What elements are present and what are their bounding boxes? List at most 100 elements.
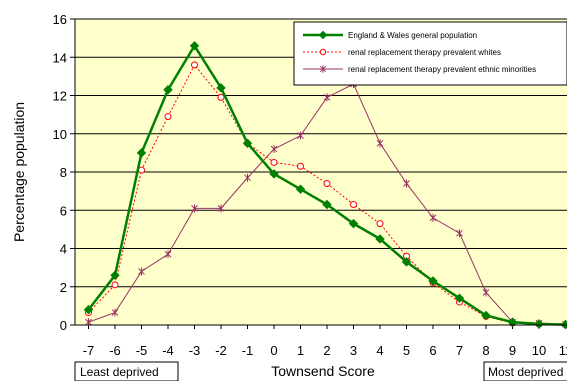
data-point xyxy=(191,61,198,69)
data-point xyxy=(376,139,384,148)
x-marker xyxy=(319,65,327,73)
x-tick-label: 1 xyxy=(297,343,304,358)
data-point xyxy=(269,169,279,179)
data-point xyxy=(297,131,304,140)
x-marker xyxy=(297,131,304,140)
diamond-marker xyxy=(401,257,412,267)
data-point xyxy=(242,138,253,149)
data-point xyxy=(376,220,384,228)
series-group xyxy=(83,41,567,330)
data-point xyxy=(189,41,200,51)
x-tick-label: -1 xyxy=(242,343,254,358)
x-tick-label: 8 xyxy=(482,343,489,358)
x-axis-title: Townsend Score xyxy=(271,363,375,379)
circle-marker xyxy=(350,201,357,209)
x-marker xyxy=(482,288,490,297)
diamond-marker xyxy=(534,319,544,329)
y-tick-label: 4 xyxy=(60,242,67,257)
data-point xyxy=(244,173,251,182)
x-marker xyxy=(403,179,410,188)
y-tick-label: 10 xyxy=(53,127,67,142)
data-point xyxy=(111,281,119,289)
diamond-marker xyxy=(269,169,279,179)
data-point xyxy=(401,257,412,267)
x-tick-label: -3 xyxy=(189,343,201,358)
diamond-marker xyxy=(507,317,518,327)
x-marker xyxy=(164,250,172,259)
x-marker xyxy=(111,308,119,317)
data-point xyxy=(375,234,385,244)
y-tick-label: 8 xyxy=(60,165,67,180)
diamond-marker xyxy=(348,218,359,229)
y-tick-label: 0 xyxy=(60,318,67,333)
data-point xyxy=(350,201,357,209)
data-point xyxy=(323,93,331,102)
x-tick-label: 7 xyxy=(456,343,463,358)
data-point xyxy=(456,229,463,238)
legend: England & Wales general population renal … xyxy=(293,21,567,86)
legend-entry: renal replacement therapy prevalent whit… xyxy=(303,48,501,57)
x-tick-label: 5 xyxy=(403,343,410,358)
diamond-marker xyxy=(322,199,332,210)
legend-label: renal replacement therapy prevalent ethn… xyxy=(348,65,536,74)
x-marker xyxy=(376,139,384,148)
x-marker xyxy=(323,93,331,102)
data-point xyxy=(191,204,198,213)
x-marker xyxy=(244,173,251,182)
least-deprived-label: Least deprived xyxy=(80,365,159,379)
y-tick-label: 12 xyxy=(53,89,67,104)
x-tick-label: -6 xyxy=(109,343,121,358)
legend-box xyxy=(293,21,567,86)
diamond-marker xyxy=(110,270,120,280)
legend-entry: renal replacement therapy prevalent ethn… xyxy=(303,65,536,74)
data-point xyxy=(138,267,145,276)
data-point xyxy=(164,250,172,259)
x-tick-label: 10 xyxy=(532,343,546,358)
circle-marker xyxy=(111,281,119,289)
x-tick-label: 3 xyxy=(350,343,357,358)
x-tick-label: -4 xyxy=(162,343,174,358)
y-tick-label: 14 xyxy=(53,50,67,65)
y-tick-label: 16 xyxy=(53,12,67,27)
data-point xyxy=(507,317,518,327)
diamond-marker xyxy=(318,30,328,40)
circle-marker xyxy=(217,93,225,101)
data-point xyxy=(111,308,119,317)
diamond-marker xyxy=(481,310,491,321)
most-deprived-box xyxy=(483,361,567,381)
x-marker xyxy=(429,213,437,222)
x-marker xyxy=(270,145,278,154)
data-point xyxy=(429,213,437,222)
diamond-marker xyxy=(454,293,465,303)
data-point xyxy=(482,288,490,297)
y-tick-label: 6 xyxy=(60,203,67,218)
x-tick-label: 2 xyxy=(323,343,330,358)
diamond-marker xyxy=(163,85,173,95)
most-deprived-label: Most deprived xyxy=(488,365,563,379)
diamond-marker xyxy=(216,83,226,93)
legend-label: renal replacement therapy prevalent whit… xyxy=(348,48,501,57)
data-point xyxy=(428,276,438,286)
data-point xyxy=(164,113,172,121)
diamond-marker xyxy=(295,184,306,194)
circle-marker xyxy=(376,220,384,228)
circle-marker xyxy=(297,162,304,170)
legend-label: England & Wales general population xyxy=(348,31,477,40)
x-tick-label: 6 xyxy=(429,343,436,358)
data-point xyxy=(83,304,94,315)
data-point xyxy=(403,179,410,188)
x-tick-labels: -7 -6 -5 -4 -3 -2 -1 0 1 2 3 4 5 6 7 8 9 10 11 xyxy=(83,325,567,358)
data-point xyxy=(295,184,306,194)
x-tick-label: 11 xyxy=(559,343,567,358)
data-point xyxy=(270,158,278,166)
data-point xyxy=(163,85,173,95)
data-point xyxy=(217,204,225,213)
data-point xyxy=(217,93,225,101)
data-point xyxy=(322,199,332,210)
x-marker xyxy=(191,204,198,213)
data-point xyxy=(454,293,465,303)
circle-marker xyxy=(191,61,198,69)
legend-entry: England & Wales general population xyxy=(303,30,477,40)
diamond-marker xyxy=(242,138,253,149)
x-marker xyxy=(138,267,145,276)
